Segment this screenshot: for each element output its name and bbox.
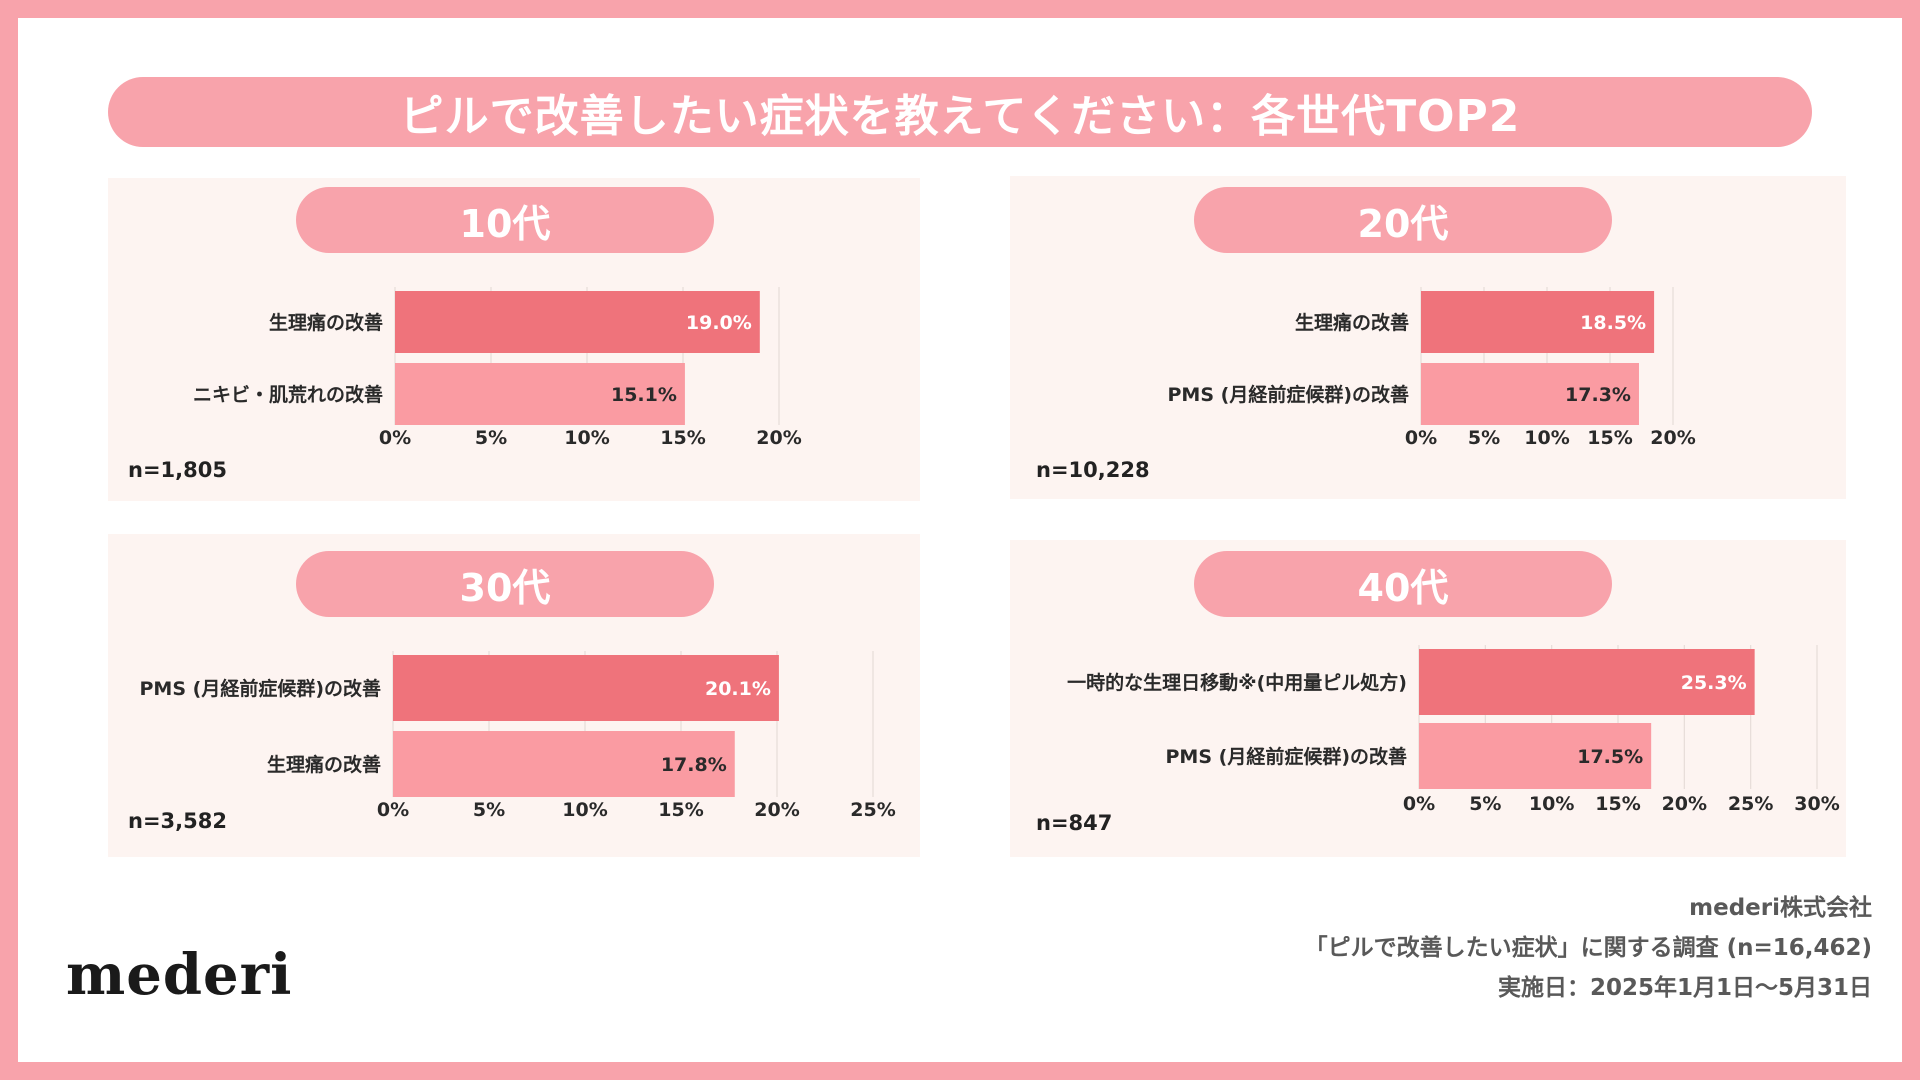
bar bbox=[395, 363, 685, 425]
tick-label: 15% bbox=[1595, 793, 1640, 815]
bar bbox=[395, 291, 760, 353]
tick-label: 25% bbox=[850, 799, 895, 821]
tick-label: 0% bbox=[379, 427, 411, 449]
bar-value-label: 17.5% bbox=[1577, 746, 1643, 768]
bar bbox=[1421, 363, 1639, 425]
page-title: ピルで改善したい症状を教えてください：各世代TOP2 bbox=[108, 77, 1812, 147]
age-label: 10代 bbox=[296, 187, 714, 253]
survey-description: 「ピルで改善したい症状」に関する調査 (n=16,462) bbox=[1304, 935, 1872, 961]
bar bbox=[393, 731, 735, 797]
category-label: PMS (月経前症候群)の改善 bbox=[1168, 383, 1410, 406]
tick-label: 25% bbox=[1728, 793, 1773, 815]
bar-value-label: 20.1% bbox=[705, 678, 771, 700]
category-label: 生理痛の改善 bbox=[1295, 311, 1409, 334]
tick-label: 5% bbox=[475, 427, 507, 449]
tick-label: 20% bbox=[1662, 793, 1707, 815]
tick-label: 0% bbox=[1405, 427, 1437, 449]
sample-size-label: n=847 bbox=[1036, 811, 1113, 835]
chart-panel-30s: 30代 20.1% PMS (月経前症候群)の改善 17.8% 生理痛の改善 0% 5% 1… bbox=[108, 534, 920, 857]
bar-chart: 19.0% 生理痛の改善 15.1% ニキビ・肌荒れの改善 0% 5% 10% 15% 20% bbox=[193, 287, 802, 449]
bar-value-label: 25.3% bbox=[1681, 672, 1747, 694]
survey-footer: mederi株式会社 「ピルで改善したい症状」に関する調査 (n=16,462)… bbox=[1172, 888, 1872, 1008]
bar bbox=[1421, 291, 1655, 353]
bar bbox=[1419, 649, 1755, 715]
sample-size-label: n=3,582 bbox=[128, 809, 227, 833]
bar-value-label: 19.0% bbox=[686, 312, 752, 334]
age-label: 30代 bbox=[296, 551, 714, 617]
bar-chart: 18.5% 生理痛の改善 17.3% PMS (月経前症候群)の改善 0% 5% 10% 15… bbox=[1168, 287, 1696, 449]
chart-panel-20s: 20代 18.5% 生理痛の改善 17.3% PMS (月経前症候群)の改善 0% 5% 1… bbox=[1010, 176, 1846, 499]
category-label: 一時的な生理日移動※(中用量ピル処方) bbox=[1067, 671, 1407, 694]
category-label: ニキビ・肌荒れの改善 bbox=[193, 383, 383, 406]
company-name: mederi株式会社 bbox=[1689, 895, 1872, 921]
tick-label: 5% bbox=[473, 799, 505, 821]
tick-label: 30% bbox=[1794, 793, 1839, 815]
category-label: PMS (月経前症候群)の改善 bbox=[1166, 745, 1408, 768]
bar-value-label: 18.5% bbox=[1580, 312, 1646, 334]
tick-label: 15% bbox=[658, 799, 703, 821]
sample-size-label: n=10,228 bbox=[1036, 458, 1150, 482]
age-label: 40代 bbox=[1194, 551, 1612, 617]
category-label: PMS (月経前症候群)の改善 bbox=[140, 677, 382, 700]
tick-label: 10% bbox=[562, 799, 607, 821]
tick-label: 10% bbox=[564, 427, 609, 449]
bar-chart: 20.1% PMS (月経前症候群)の改善 17.8% 生理痛の改善 0% 5% 10% 15… bbox=[140, 651, 896, 821]
tick-label: 15% bbox=[660, 427, 705, 449]
tick-label: 5% bbox=[1468, 427, 1500, 449]
sample-size-label: n=1,805 bbox=[128, 458, 227, 482]
chart-panel-10s: 10代 19.0% 生理痛の改善 15.1% ニキビ・肌荒れの改善 0% 5% 10% 15%… bbox=[108, 178, 920, 501]
category-label: 生理痛の改善 bbox=[267, 753, 381, 776]
bar-chart: 25.3% 一時的な生理日移動※(中用量ピル処方) 17.5% PMS (月経前症候群… bbox=[1067, 645, 1840, 815]
tick-label: 5% bbox=[1469, 793, 1501, 815]
bar bbox=[1419, 723, 1652, 789]
bar-value-label: 15.1% bbox=[611, 384, 677, 406]
brand-logo: mederi bbox=[66, 942, 293, 1008]
tick-label: 20% bbox=[754, 799, 799, 821]
tick-label: 0% bbox=[1403, 793, 1435, 815]
category-label: 生理痛の改善 bbox=[269, 311, 383, 334]
tick-label: 20% bbox=[1650, 427, 1695, 449]
tick-label: 15% bbox=[1587, 427, 1632, 449]
survey-date: 実施日：2025年1月1日〜5月31日 bbox=[1497, 975, 1872, 1001]
tick-label: 0% bbox=[377, 799, 409, 821]
bar-value-label: 17.3% bbox=[1565, 384, 1631, 406]
bar bbox=[393, 655, 779, 721]
tick-label: 20% bbox=[756, 427, 801, 449]
age-label: 20代 bbox=[1194, 187, 1612, 253]
tick-label: 10% bbox=[1529, 793, 1574, 815]
tick-label: 10% bbox=[1524, 427, 1569, 449]
chart-panel-40s: 40代 25.3% 一時的な生理日移動※(中用量ピル処方) 17.5% PMS (月経… bbox=[1010, 540, 1846, 857]
bar-value-label: 17.8% bbox=[661, 754, 727, 776]
